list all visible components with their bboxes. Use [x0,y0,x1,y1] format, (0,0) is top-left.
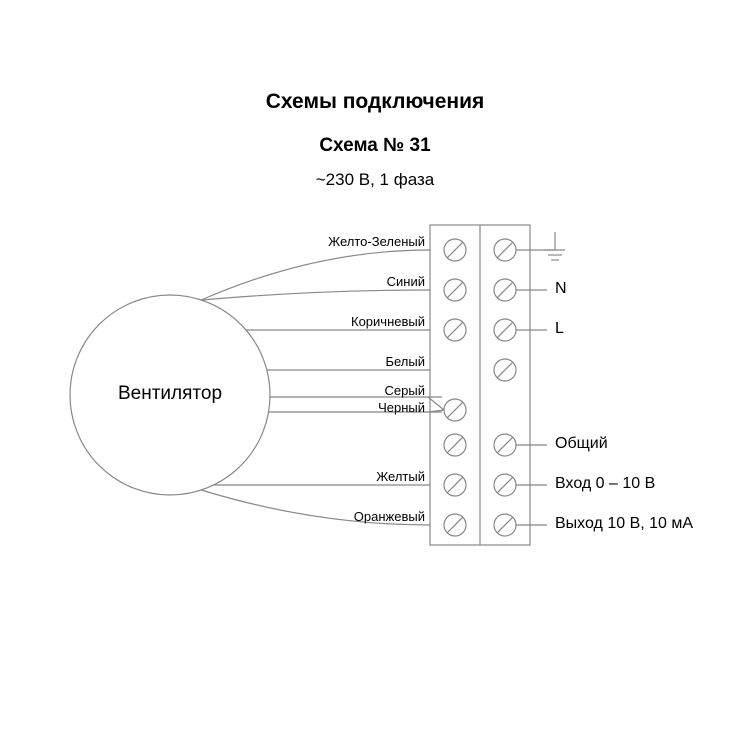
wiring-diagram [0,0,750,750]
terminal-label: L [555,320,564,338]
wire-label: Серый [285,383,425,398]
wire-label: Желтый [285,469,425,484]
wire-label: Коричневый [285,314,425,329]
wire-label: Желто-Зеленый [285,234,425,249]
wire-label: Синий [285,274,425,289]
terminal-label: N [555,280,567,298]
terminal-label: Выход 10 В, 10 мА [555,515,693,533]
wire-label: Белый [285,354,425,369]
terminal-label: Вход 0 – 10 В [555,475,655,493]
wire-label: Оранжевый [285,509,425,524]
terminal-label: Общий [555,435,608,453]
fan-label: Вентилятор [100,383,240,405]
wire-label: Черный [285,400,425,415]
